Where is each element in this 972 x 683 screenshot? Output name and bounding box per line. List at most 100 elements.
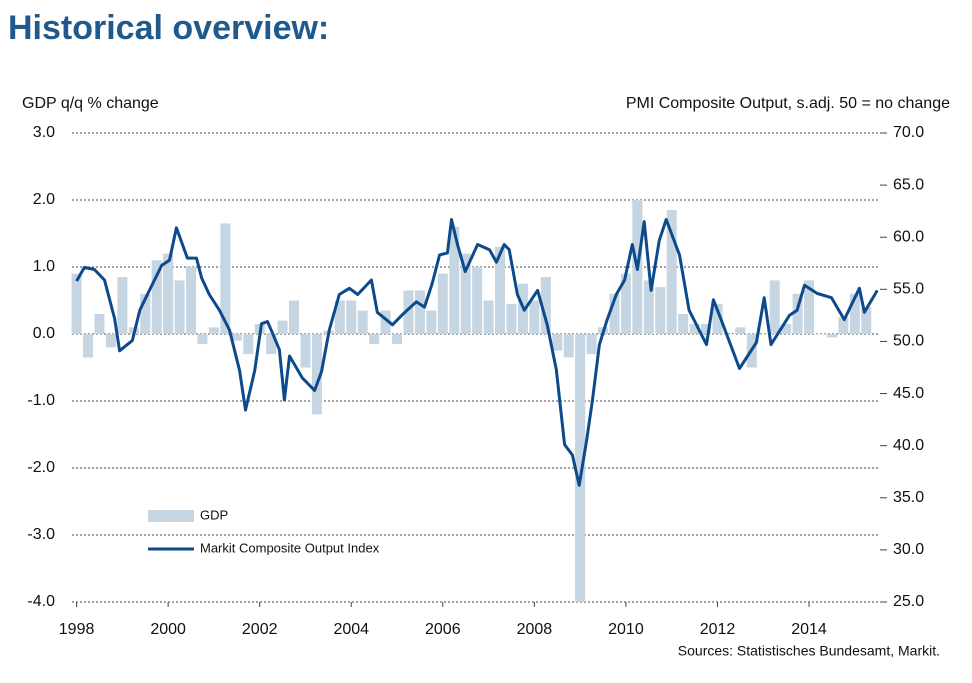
bar xyxy=(689,323,700,334)
bar xyxy=(529,300,540,334)
x-tick-label: 2002 xyxy=(242,621,278,638)
bar xyxy=(117,277,128,334)
bar xyxy=(277,320,288,334)
bar xyxy=(208,327,219,334)
bar xyxy=(643,280,654,334)
bar xyxy=(437,273,448,334)
bar xyxy=(483,300,494,334)
y2-tick-label: 30.0 xyxy=(893,541,924,558)
bar xyxy=(231,334,242,341)
bar xyxy=(186,267,197,334)
bar xyxy=(506,303,517,334)
y2-tick-label: 40.0 xyxy=(893,437,924,454)
x-tick-label: 2004 xyxy=(333,621,369,638)
bar xyxy=(357,310,368,334)
bar xyxy=(575,334,586,602)
bar xyxy=(609,293,620,334)
bar xyxy=(735,327,746,334)
y-axis-title: GDP q/q % change xyxy=(22,95,159,112)
bar xyxy=(289,300,300,334)
source-note: Sources: Statistisches Bundesamt, Markit… xyxy=(678,643,940,659)
bar xyxy=(460,253,471,334)
chart-title: Historical overview: xyxy=(8,9,329,47)
y2-tick-label: 25.0 xyxy=(893,593,924,610)
bar xyxy=(563,334,574,358)
bar xyxy=(655,287,666,334)
bar xyxy=(140,293,151,334)
y2-tick-label: 45.0 xyxy=(893,385,924,402)
line xyxy=(75,218,879,487)
y2-tick-label: 60.0 xyxy=(893,228,924,245)
y2-tick-label: 65.0 xyxy=(893,176,924,193)
y-tick-label: 1.0 xyxy=(33,258,55,275)
bar xyxy=(71,273,82,334)
bar xyxy=(666,210,677,334)
bar xyxy=(552,334,563,351)
bar xyxy=(781,323,792,334)
bar xyxy=(151,260,162,334)
y2-axis-title: PMI Composite Output, s.adj. 50 = no cha… xyxy=(626,95,950,112)
y2-tick-label: 55.0 xyxy=(893,281,924,298)
y-tick-label: -2.0 xyxy=(27,459,55,476)
bar xyxy=(266,334,277,355)
bar xyxy=(769,280,780,334)
legend-label: GDP xyxy=(200,507,228,522)
bar xyxy=(540,277,551,334)
bar xyxy=(346,300,357,334)
legend-swatch xyxy=(148,510,194,522)
bar xyxy=(403,290,414,334)
x-tick-label: 2006 xyxy=(425,621,461,638)
bar xyxy=(815,334,826,335)
bar xyxy=(94,313,105,334)
bar xyxy=(472,267,483,334)
x-tick-label: 2010 xyxy=(608,621,644,638)
y-tick-label: 2.0 xyxy=(33,191,55,208)
y-tick-label: 0.0 xyxy=(33,325,55,342)
bar xyxy=(105,334,116,348)
x-tick-label: 2014 xyxy=(791,621,827,638)
bar xyxy=(369,334,380,345)
bar xyxy=(311,334,322,415)
bar xyxy=(83,334,94,358)
y2-tick-label: 50.0 xyxy=(893,333,924,350)
y-tick-label: -4.0 xyxy=(27,593,55,610)
bar xyxy=(426,310,437,334)
y2-tick-label: 70.0 xyxy=(893,124,924,141)
bar xyxy=(174,280,185,334)
bar xyxy=(392,334,403,345)
bar xyxy=(243,334,254,355)
bar xyxy=(620,273,631,334)
y-tick-label: -3.0 xyxy=(27,526,55,543)
x-tick-label: 2008 xyxy=(517,621,553,638)
bar xyxy=(758,334,769,335)
bar xyxy=(723,334,734,335)
bar xyxy=(449,226,460,334)
bar xyxy=(414,290,425,334)
bar xyxy=(712,303,723,334)
bar xyxy=(197,334,208,345)
y-tick-label: -1.0 xyxy=(27,392,55,409)
bar xyxy=(861,307,872,334)
x-tick-label: 1998 xyxy=(59,621,95,638)
bar xyxy=(678,313,689,334)
x-tick-label: 2012 xyxy=(700,621,736,638)
bar xyxy=(163,253,174,334)
bar xyxy=(586,334,597,355)
bar xyxy=(495,246,506,334)
bar xyxy=(300,334,311,368)
bar xyxy=(826,334,837,338)
bar xyxy=(220,223,231,334)
bar xyxy=(701,323,712,334)
y-tick-label: 3.0 xyxy=(33,124,55,141)
bar xyxy=(380,310,391,334)
bar xyxy=(849,293,860,334)
bar xyxy=(838,317,849,334)
bar xyxy=(334,300,345,334)
y2-tick-label: 35.0 xyxy=(893,489,924,506)
bar xyxy=(792,293,803,334)
x-tick-label: 2000 xyxy=(150,621,186,638)
legend-label: Markit Composite Output Index xyxy=(200,540,380,555)
bar xyxy=(804,280,815,334)
